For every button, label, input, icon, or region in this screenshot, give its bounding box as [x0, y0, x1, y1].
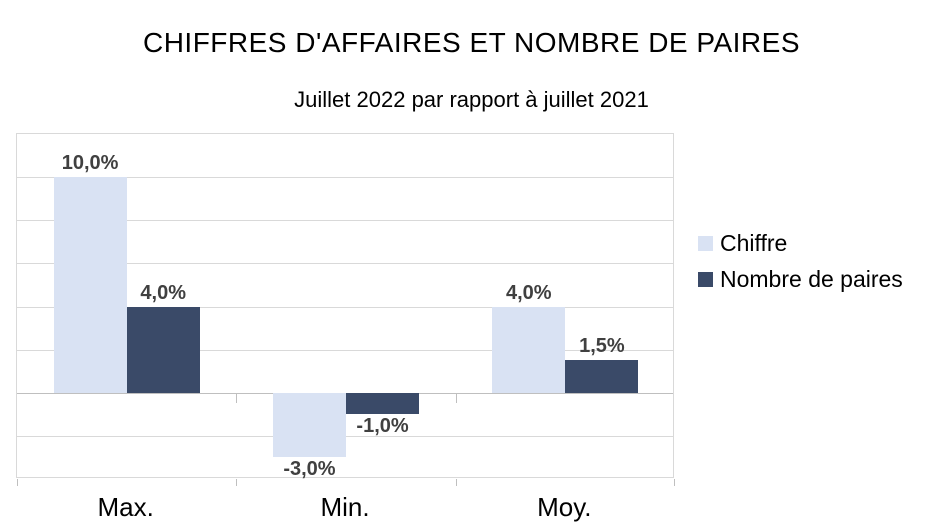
legend: Chiffre Nombre de paires: [698, 230, 903, 302]
axis-tick: [236, 479, 238, 486]
legend-label: Chiffre: [720, 230, 788, 256]
axis-tick: [236, 392, 238, 403]
legend-item: Nombre de paires: [698, 266, 903, 293]
chart-subtitle: Juillet 2022 par rapport à juillet 2021: [294, 87, 649, 112]
bar-nombre-de-paires: [346, 392, 420, 415]
legend-label: Nombre de paires: [720, 266, 903, 292]
gridline: [17, 306, 673, 308]
gridline: [17, 177, 673, 179]
bar-chiffre: [272, 392, 346, 458]
chart-title: CHIFFRES D'AFFAIRES ET NOMBRE DE PAIRES: [142, 27, 801, 58]
axis-tick: [17, 479, 18, 486]
data-label: 4,0%: [505, 281, 552, 304]
bar-nombre-de-paires: [565, 360, 639, 393]
axis-tick: [674, 479, 675, 486]
data-label: 4,0%: [140, 281, 187, 304]
category-label-moy: Moy.: [537, 492, 592, 522]
gridline: [17, 349, 673, 351]
bar-chiffre: [492, 306, 566, 393]
gridline: [17, 263, 673, 265]
legend-swatch-icon: [698, 236, 713, 251]
data-label: 1,5%: [579, 335, 625, 358]
data-label: 10,0%: [61, 152, 119, 175]
data-label: -3,0%: [283, 458, 336, 481]
legend-swatch-icon: [698, 272, 713, 287]
plot-area: 10,0% 4,0% -3,0% -1,0% 4,0% 1,5%: [16, 133, 675, 486]
category-label-max: Max.: [97, 492, 154, 522]
axis-tick: [455, 479, 457, 486]
legend-item: Chiffre: [698, 230, 903, 257]
gridline: [17, 220, 673, 222]
category-label-min: Min.: [320, 492, 370, 522]
bar-nombre-de-paires: [126, 306, 200, 393]
axis-tick: [455, 392, 457, 403]
data-label: -1,0%: [356, 415, 409, 438]
bar-chiffre: [53, 177, 127, 393]
